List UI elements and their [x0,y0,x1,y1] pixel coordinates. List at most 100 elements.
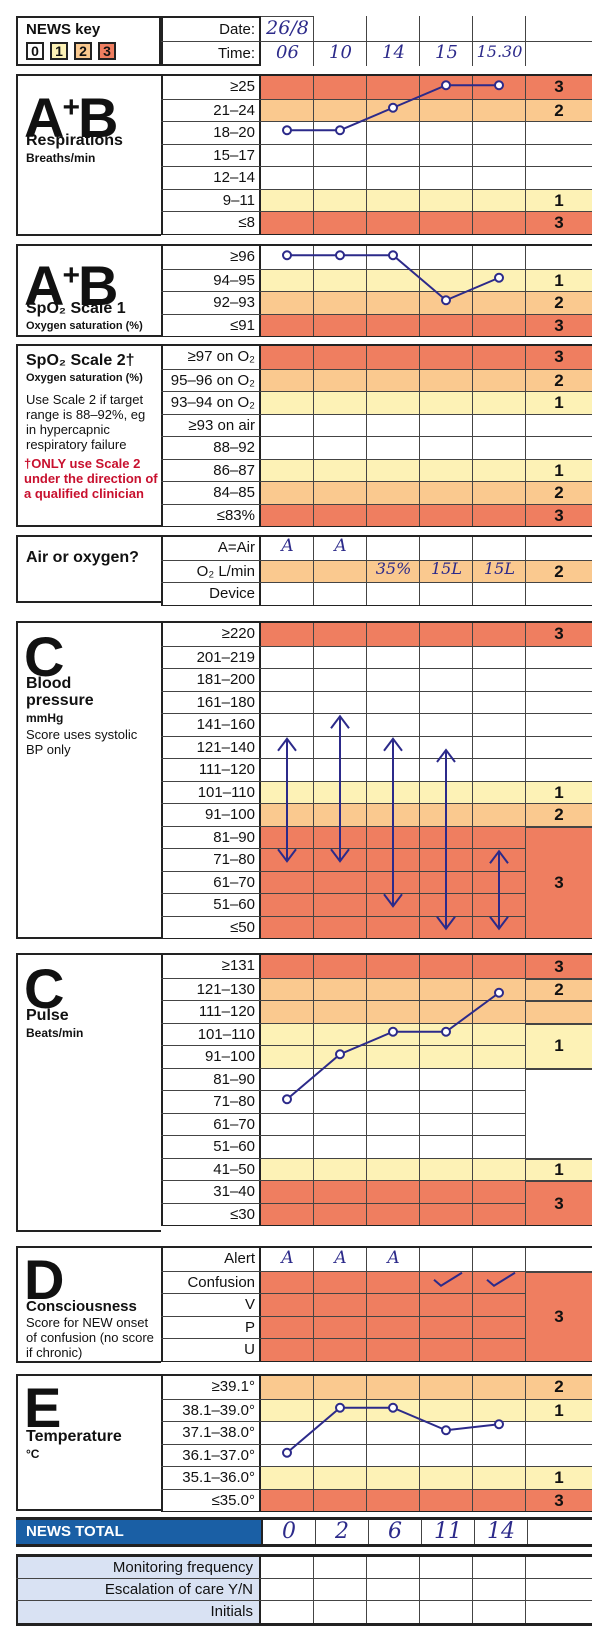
spo2-cell[interactable] [367,482,420,504]
resp-cell[interactable] [473,167,526,189]
pulse-cell[interactable] [473,1091,526,1113]
pulse-cell[interactable] [473,1023,526,1045]
spo2-cell[interactable] [261,437,314,459]
spo2-cell[interactable] [473,437,526,459]
resp-cell[interactable] [367,167,420,189]
air-cell[interactable] [314,537,367,560]
o2-mark[interactable]: 15L [484,558,515,578]
spo2-cell[interactable] [314,392,367,414]
temp-cell[interactable] [420,1467,473,1489]
pulse-cell[interactable] [473,1046,526,1068]
pulse-cell[interactable] [261,1068,314,1090]
air-cell[interactable] [261,560,314,582]
bp-cell[interactable] [314,623,367,646]
pulse-cell[interactable] [261,955,314,978]
spo1-cell[interactable] [420,314,473,336]
resp-cell[interactable] [314,212,367,234]
spo2-cell[interactable] [420,437,473,459]
bp-cell[interactable] [367,849,420,871]
resp-cell[interactable] [261,212,314,234]
bp-cell[interactable] [473,646,526,668]
spo2-cell[interactable] [261,369,314,391]
spo2-cell[interactable] [314,504,367,526]
spo1-cell[interactable] [261,292,314,314]
air-cell[interactable] [473,537,526,560]
time-5[interactable]: 15.30 [476,42,523,61]
bp-cell[interactable] [473,781,526,803]
spo2-cell[interactable] [367,392,420,414]
bp-cell[interactable] [367,714,420,736]
pulse-cell[interactable] [367,1023,420,1045]
date-value[interactable]: 26/8 [266,17,309,39]
pulse-cell[interactable] [367,978,420,1000]
spo2-cell[interactable] [420,504,473,526]
resp-cell[interactable] [420,99,473,121]
pulse-cell[interactable] [420,1113,473,1135]
temp-cell[interactable] [261,1376,314,1399]
temp-cell[interactable] [420,1399,473,1421]
pulse-cell[interactable] [473,978,526,1000]
spo2-cell[interactable] [473,504,526,526]
resp-cell[interactable] [367,99,420,121]
air-cell[interactable] [314,583,367,605]
air-cell[interactable] [473,560,526,582]
spo1-cell[interactable] [473,314,526,336]
spo1-cell[interactable] [473,292,526,314]
spo1-cell[interactable] [420,292,473,314]
cons-cell[interactable] [261,1248,314,1271]
spo2-cell[interactable] [420,482,473,504]
bp-cell[interactable] [367,916,420,938]
cons-cell[interactable] [261,1294,314,1316]
resp-cell[interactable] [261,189,314,211]
pulse-cell[interactable] [314,978,367,1000]
pulse-cell[interactable] [314,1203,367,1225]
cons-cell[interactable] [314,1294,367,1316]
pulse-cell[interactable] [261,1203,314,1225]
temp-cell[interactable] [261,1422,314,1444]
spo1-cell[interactable] [420,269,473,291]
resp-cell[interactable] [314,167,367,189]
bp-cell[interactable] [261,871,314,893]
resp-cell[interactable] [261,76,314,99]
bp-cell[interactable] [473,736,526,758]
pulse-cell[interactable] [367,1181,420,1203]
spo2-cell[interactable] [420,459,473,481]
resp-cell[interactable] [261,99,314,121]
resp-cell[interactable] [314,122,367,144]
air-cell[interactable] [420,583,473,605]
resp-cell[interactable] [367,212,420,234]
air-mark[interactable]: A [334,536,347,556]
spo2-cell[interactable] [473,392,526,414]
temp-cell[interactable] [314,1444,367,1466]
cons-cell[interactable] [473,1316,526,1338]
resp-cell[interactable] [420,167,473,189]
bp-cell[interactable] [473,691,526,713]
resp-cell[interactable] [420,76,473,99]
spo2-cell[interactable] [473,459,526,481]
spo2-cell[interactable] [367,369,420,391]
bp-cell[interactable] [420,736,473,758]
air-mark[interactable]: A [281,536,294,556]
bp-cell[interactable] [473,916,526,938]
resp-cell[interactable] [473,189,526,211]
total-1[interactable]: 0 [263,1520,316,1544]
bp-cell[interactable] [420,646,473,668]
pulse-cell[interactable] [367,1046,420,1068]
pulse-cell[interactable] [420,1046,473,1068]
resp-cell[interactable] [473,122,526,144]
resp-cell[interactable] [261,167,314,189]
bp-cell[interactable] [420,781,473,803]
pulse-cell[interactable] [261,1091,314,1113]
pulse-cell[interactable] [420,1001,473,1023]
resp-cell[interactable] [314,99,367,121]
bp-cell[interactable] [261,646,314,668]
temp-cell[interactable] [367,1399,420,1421]
cons-cell[interactable] [261,1271,314,1293]
spo1-cell[interactable] [420,246,473,269]
bp-cell[interactable] [420,916,473,938]
pulse-cell[interactable] [261,1136,314,1158]
spo2-cell[interactable] [420,414,473,436]
resp-cell[interactable] [473,99,526,121]
cons-cell[interactable] [473,1294,526,1316]
resp-cell[interactable] [420,212,473,234]
